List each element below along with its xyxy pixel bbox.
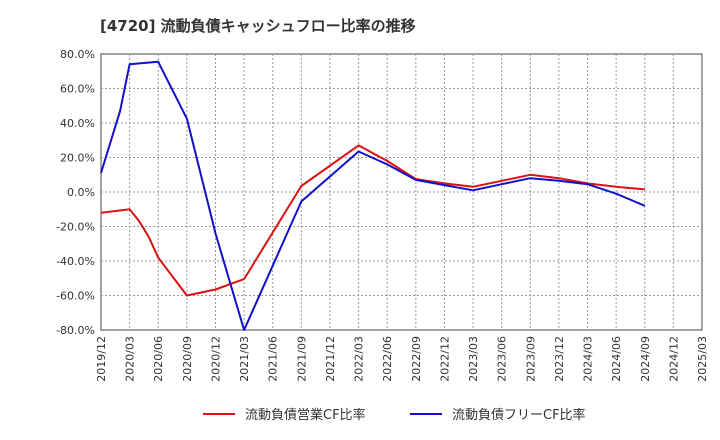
legend: 流動負債営業CF比率 流動負債フリーCF比率	[203, 407, 586, 423]
series-line-2	[100, 60, 646, 331]
x-tick-label: 2022/06	[381, 336, 394, 382]
y-tick-label: 60.0%	[60, 83, 95, 96]
x-axis: 2019/12 2020/03 2020/06 2020/09 2020/12 2021/…	[95, 336, 709, 382]
x-tick-label: 2023/09	[524, 336, 537, 382]
x-tick-label: 2023/03	[467, 336, 480, 382]
y-tick-label: 0.0%	[67, 186, 95, 199]
y-tick-label: -60.0%	[56, 290, 95, 303]
y-tick-label: 40.0%	[60, 117, 95, 130]
x-tick-label: 2020/12	[209, 336, 222, 382]
x-tick-label: 2022/03	[353, 336, 366, 382]
y-tick-label: 80.0%	[60, 48, 95, 61]
x-tick-label: 2024/06	[610, 336, 623, 382]
x-tick-label: 2019/12	[95, 336, 108, 382]
y-tick-label: 20.0%	[60, 152, 95, 165]
x-tick-label: 2023/12	[553, 336, 566, 382]
y-axis: 80.0% 60.0% 40.0% 20.0% 0.0% -20.0% -40.0% -60.…	[56, 48, 95, 337]
legend-label-1: 流動負債営業CF比率	[245, 407, 366, 423]
x-tick-label: 2024/09	[639, 336, 652, 382]
x-tick-label: 2022/12	[438, 336, 451, 382]
x-tick-label: 2020/06	[152, 336, 165, 382]
x-tick-label: 2023/06	[496, 336, 509, 382]
x-tick-label: 2024/03	[582, 336, 595, 382]
y-tick-label: -80.0%	[56, 324, 95, 337]
series-lines	[100, 60, 646, 331]
grid	[101, 54, 702, 330]
x-tick-label: 2020/09	[181, 336, 194, 382]
x-tick-label: 2024/12	[667, 336, 680, 382]
x-tick-label: 2022/09	[410, 336, 423, 382]
x-tick-label: 2021/12	[324, 336, 337, 382]
series-line-1	[100, 144, 645, 297]
x-tick-label: 2021/09	[295, 336, 308, 382]
y-tick-label: -20.0%	[56, 221, 95, 234]
x-tick-label: 2025/03	[696, 336, 709, 382]
x-tick-label: 2021/06	[267, 336, 280, 382]
chart-title: [4720] 流動負債キャッシュフロー比率の推移	[100, 17, 416, 35]
x-tick-label: 2021/03	[238, 336, 251, 382]
legend-label-2: 流動負債フリーCF比率	[452, 407, 586, 423]
x-tick-label: 2020/03	[124, 336, 137, 382]
y-tick-label: -40.0%	[56, 255, 95, 268]
